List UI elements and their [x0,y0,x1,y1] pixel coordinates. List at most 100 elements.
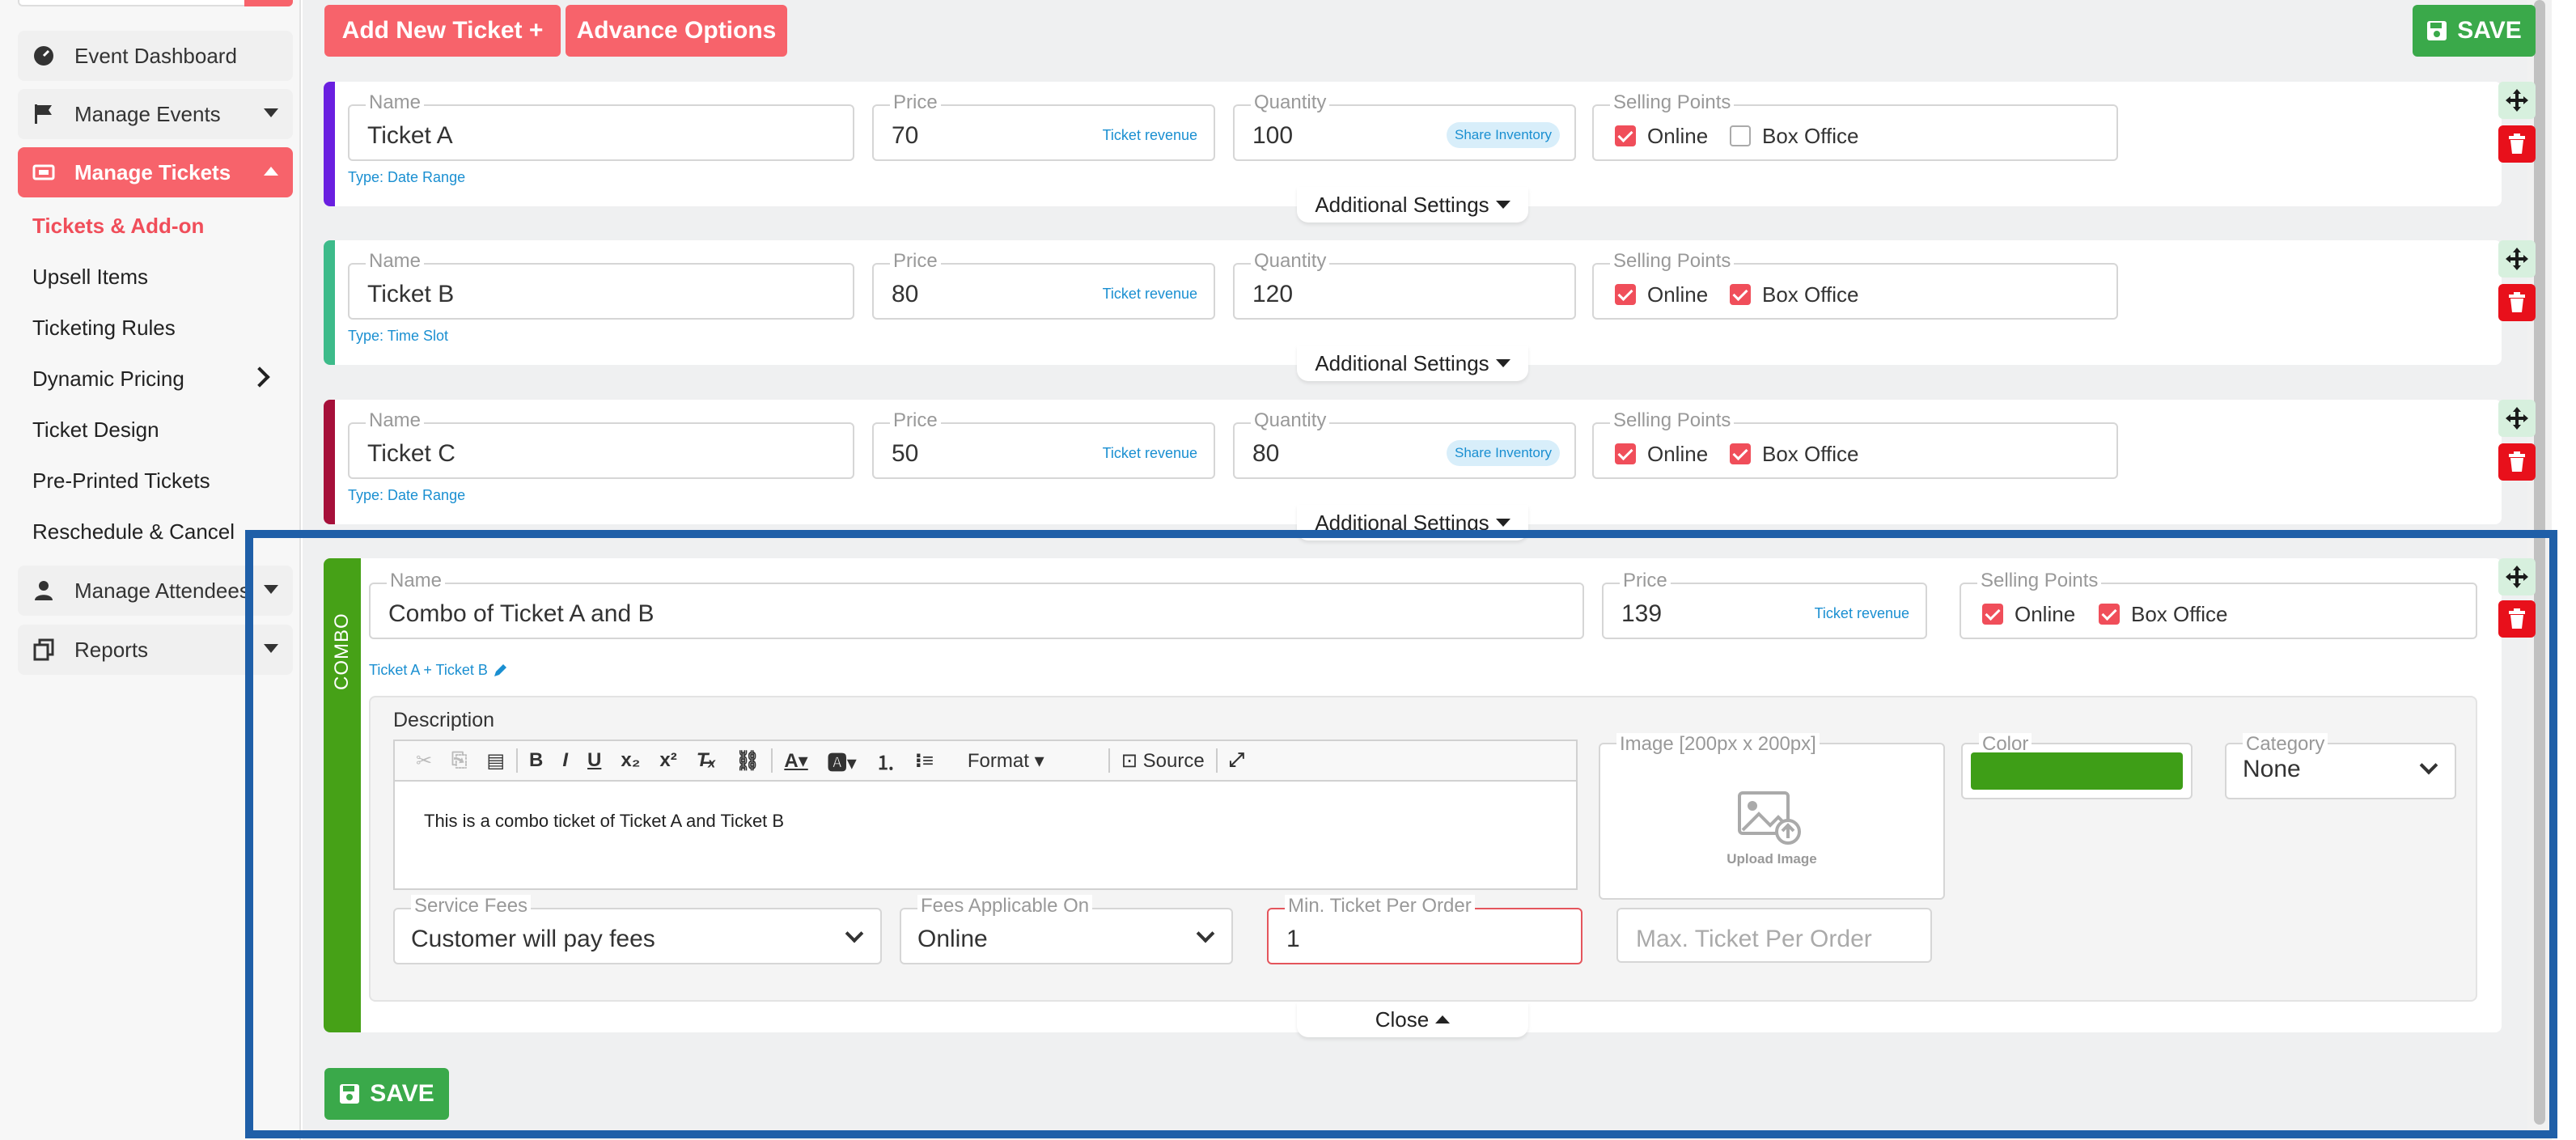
sidebar-item-manage-tickets[interactable]: Manage Tickets [18,147,293,197]
copy-icon[interactable]: ⎘ [451,749,468,771]
price-label: Price [1620,570,1671,592]
text-color-icon[interactable]: A▾ [784,749,808,772]
source-button[interactable]: ⊡ Source [1121,749,1205,772]
sidebar-sub-upsell[interactable]: Upsell Items [32,265,149,289]
sidebar-search[interactable] [18,0,293,6]
quantity-label: Quantity [1251,250,1330,273]
sidebar-sub-reschedule[interactable]: Reschedule & Cancel [32,519,235,544]
online-label: Online [1647,282,1709,307]
bg-color-icon[interactable]: 🅰▾ [827,752,857,774]
ticket-revenue-link[interactable]: Ticket revenue [1102,127,1197,143]
ticket-revenue-link[interactable]: Ticket revenue [1102,286,1197,302]
close-settings-tab[interactable]: Close [1297,1002,1528,1037]
ticket-quantity-field[interactable]: Quantity 100 Share Inventory [1233,91,1576,161]
ticket-revenue-link[interactable]: Ticket revenue [1102,445,1197,461]
max-ticket-field[interactable]: Max. Ticket Per Order [1616,908,1932,963]
dashboard-icon [34,46,53,66]
editor-toolbar: ✂ ⎘ ▤ B I U x₂ x² T̶ₓ ⛓ A▾ 🅰▾ ⒈ ⁝≡ Forma… [395,741,1576,782]
combo-price-field[interactable]: Price 139 Ticket revenue [1602,570,1927,639]
combo-details-panel: Description ✂ ⎘ ▤ B I U x₂ x² T̶ₓ ⛓ A▾ 🅰… [369,696,2477,1002]
combo-components-link[interactable]: Ticket A + Ticket B [369,662,507,679]
ticket-price-field[interactable]: Price 80 Ticket revenue [872,250,1215,320]
numbered-list-icon[interactable]: ⒈ [875,752,896,774]
online-checkbox[interactable] [1615,125,1636,146]
sidebar-sub-preprinted[interactable]: Pre-Printed Tickets [32,468,210,493]
ticket-price-field[interactable]: Price 70 Ticket revenue [872,91,1215,161]
category-select[interactable]: Category None [2225,733,2456,799]
chevron-down-icon [264,644,278,653]
category-label: Category [2243,733,2328,756]
save-button-top[interactable]: SAVE [2413,5,2536,57]
fees-applicable-value: Online [917,926,988,952]
delete-button[interactable] [2498,600,2536,638]
format-dropdown[interactable]: Format ▾ [967,749,1044,772]
box-office-checkbox[interactable] [1730,125,1751,146]
color-picker[interactable]: Color [1961,733,2193,799]
bold-icon[interactable]: B [529,749,544,771]
move-handle[interactable] [2498,400,2536,437]
advance-options-button[interactable]: Advance Options [566,5,787,57]
paste-icon[interactable]: ▤ [486,749,505,772]
additional-settings-tab[interactable]: Additional Settings [1297,345,1528,381]
clear-format-icon[interactable]: T̶ₓ [696,749,716,771]
ticket-icon [32,164,55,180]
fees-applicable-select[interactable]: Fees Applicable On Online [900,895,1233,964]
online-checkbox[interactable] [1615,443,1636,464]
name-label: Name [366,409,425,432]
maximize-icon[interactable]: ⤢ [1228,749,1244,771]
online-checkbox[interactable] [1615,284,1636,305]
name-label: Name [366,91,425,114]
online-label: Online [1647,124,1709,148]
ticket-name-field[interactable]: Name Ticket C [348,409,854,479]
sidebar-sub-dynamic-pricing[interactable]: Dynamic Pricing [32,367,270,392]
toolbar-divider [1108,748,1110,773]
ticket-price-field[interactable]: Price 50 Ticket revenue [872,409,1215,479]
sidebar-sub-ticketing-rules[interactable]: Ticketing Rules [32,316,176,340]
box-office-checkbox[interactable] [2099,604,2120,625]
ticket-revenue-link[interactable]: Ticket revenue [1814,605,1909,621]
cut-icon[interactable]: ✂ [416,749,433,772]
delete-button[interactable] [2498,443,2536,481]
delete-button[interactable] [2498,284,2536,321]
delete-button[interactable] [2498,125,2536,163]
add-new-ticket-button[interactable]: Add New Ticket + [324,5,561,57]
box-office-checkbox[interactable] [1730,284,1751,305]
sidebar-item-manage-events[interactable]: Manage Events [18,89,293,139]
italic-icon[interactable]: I [562,749,569,771]
ticket-quantity-field[interactable]: Quantity 80 Share Inventory [1233,409,1576,479]
sidebar-sub-tickets-addon[interactable]: Tickets & Add-on [32,214,205,238]
price-label: Price [890,250,941,273]
share-inventory-badge[interactable]: Share Inventory [1446,122,1560,148]
ticket-name-field[interactable]: Name Ticket B [348,250,854,320]
scrollbar-thumb[interactable] [2534,0,2545,1125]
upload-image-label: Upload Image [1727,851,1817,867]
move-handle[interactable] [2498,240,2536,278]
link-icon[interactable]: ⛓ [735,749,761,772]
additional-settings-tab[interactable]: Additional Settings [1297,187,1528,222]
source-label: Source [1142,749,1205,772]
move-handle[interactable] [2498,82,2536,119]
sidebar-item-event-dashboard[interactable]: Event Dashboard [18,31,293,81]
description-editor[interactable]: ✂ ⎘ ▤ B I U x₂ x² T̶ₓ ⛓ A▾ 🅰▾ ⒈ ⁝≡ Forma… [393,740,1578,890]
search-button[interactable] [244,0,293,6]
sidebar-sub-ticket-design[interactable]: Ticket Design [32,417,159,442]
share-inventory-badge[interactable]: Share Inventory [1446,440,1560,466]
service-fees-label: Service Fees [411,895,532,918]
online-checkbox[interactable] [1982,604,2003,625]
ticket-name-field[interactable]: Name Ticket A [348,91,854,161]
combo-name-field[interactable]: Name Combo of Ticket A and B [369,570,1584,639]
min-ticket-field[interactable]: Min. Ticket Per Order 1 [1267,895,1582,964]
online-label: Online [1647,442,1709,466]
image-upload[interactable]: Image [200px x 200px] Upload Image [1599,733,1945,900]
underline-icon[interactable]: U [587,749,602,771]
bullet-list-icon[interactable]: ⁝≡ [914,749,934,772]
save-button-bottom[interactable]: SAVE [324,1068,449,1120]
move-handle[interactable] [2498,558,2536,595]
ticket-quantity-field[interactable]: Quantity 120 [1233,250,1576,320]
box-office-checkbox[interactable] [1730,443,1751,464]
selling-points: Selling Points Online Box Office [1592,250,2118,320]
superscript-icon[interactable]: x² [659,749,677,771]
service-fees-select[interactable]: Service Fees Customer will pay fees [393,895,882,964]
ticket-price-value: 50 [892,440,919,467]
subscript-icon[interactable]: x₂ [621,749,641,771]
